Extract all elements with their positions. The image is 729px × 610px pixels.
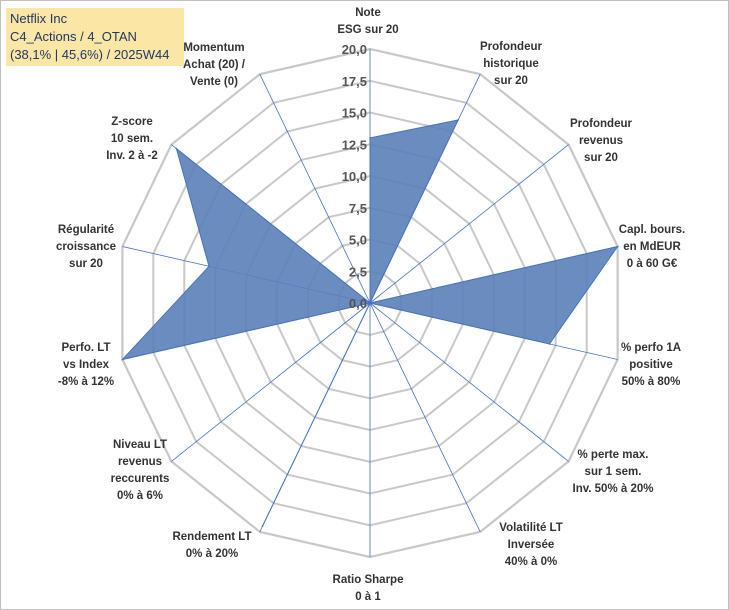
- chart-title-box: Netflix Inc C4_Actions / 4_OTAN (38,1% |…: [6, 8, 184, 66]
- axis-label: Inv. 2 à -2: [106, 150, 158, 162]
- category-label: C4_Actions / 4_OTAN: [10, 29, 137, 44]
- axis-label: Ratio Sharpe: [333, 574, 404, 586]
- axis-label: Achat (20) /: [183, 59, 246, 71]
- axis-spoke: [369, 302, 481, 532]
- axis-label: Inv. 50% à 20%: [573, 483, 654, 495]
- axis-label: sur 1 sem.: [585, 466, 642, 478]
- axis-label: ESG sur 20: [337, 24, 398, 36]
- tick-label: 2,5: [349, 264, 367, 279]
- data-point: [369, 137, 371, 139]
- tick-label: 7,5: [349, 201, 367, 216]
- axis-label: croissance: [56, 241, 116, 253]
- axis-label: sur 20: [494, 75, 528, 87]
- axis-label: 50% à 80%: [622, 376, 681, 388]
- axis-label: % perte max.: [578, 449, 649, 461]
- tick-label: 5,0: [349, 233, 367, 248]
- axis-label: revenus: [579, 135, 623, 147]
- axis-label: positive: [629, 359, 672, 371]
- axis-label: Inversée: [508, 539, 555, 551]
- axis-spoke: [369, 302, 569, 462]
- axis-label: historique: [483, 58, 539, 70]
- axis-label: vs Index: [63, 359, 110, 371]
- axis-label: 40% à 0%: [505, 556, 557, 568]
- axis-label: Profondeur: [480, 41, 542, 53]
- data-point: [208, 265, 210, 268]
- axis-label: Niveau LT: [113, 439, 167, 451]
- score-summary: (38,1% | 45,6%) / 2025W44: [10, 47, 170, 62]
- data-point: [369, 302, 371, 304]
- axis-label: Perfo. LT: [62, 342, 111, 354]
- tick-label: 15,0: [342, 106, 367, 121]
- axis-spoke: [369, 144, 569, 304]
- axis-label: Profondeur: [570, 118, 632, 130]
- axis-label: reccurents: [111, 473, 170, 485]
- tick-label: 20,0: [342, 42, 367, 57]
- axis-label: sur 20: [69, 258, 103, 270]
- data-point: [616, 245, 619, 248]
- axis-label: % perfo 1A: [621, 342, 681, 354]
- axis-label: 0 à 1: [355, 591, 381, 603]
- data-point: [121, 358, 124, 361]
- axis-label: revenus: [118, 456, 162, 468]
- axis-label: 0% à 20%: [186, 548, 238, 560]
- company-name: Netflix Inc: [10, 11, 68, 26]
- axis-label: Rendement LT: [172, 531, 251, 543]
- data-point: [175, 147, 178, 150]
- data-point: [457, 119, 460, 121]
- axis-label: Vente (0): [190, 76, 238, 88]
- axis-label: 0 à 60 G€: [627, 258, 678, 270]
- axis-spoke: [171, 302, 371, 462]
- axis-label: Z-score: [111, 116, 153, 128]
- axis-label: sur 20: [584, 152, 618, 164]
- data-point: [261, 525, 264, 527]
- tick-label: 10,0: [342, 169, 367, 184]
- axis-label: 10 sem.: [111, 133, 153, 145]
- axis-label: en MdEUR: [623, 241, 681, 253]
- axis-label: Régularité: [58, 224, 114, 236]
- tick-label: 12,5: [342, 137, 367, 152]
- data-point: [548, 343, 551, 345]
- tick-label: 17,5: [342, 74, 367, 89]
- axis-label: Capl. bours.: [619, 224, 685, 236]
- axis-label: 0% à 6%: [117, 490, 163, 502]
- axis-label: Momentum: [183, 42, 244, 54]
- tick-label: 0,0: [349, 296, 367, 311]
- axis-spoke: [259, 74, 371, 304]
- axis-label: Volatilité LT: [499, 522, 562, 534]
- axis-label: Note: [355, 7, 381, 19]
- axis-label: -8% à 12%: [58, 376, 114, 388]
